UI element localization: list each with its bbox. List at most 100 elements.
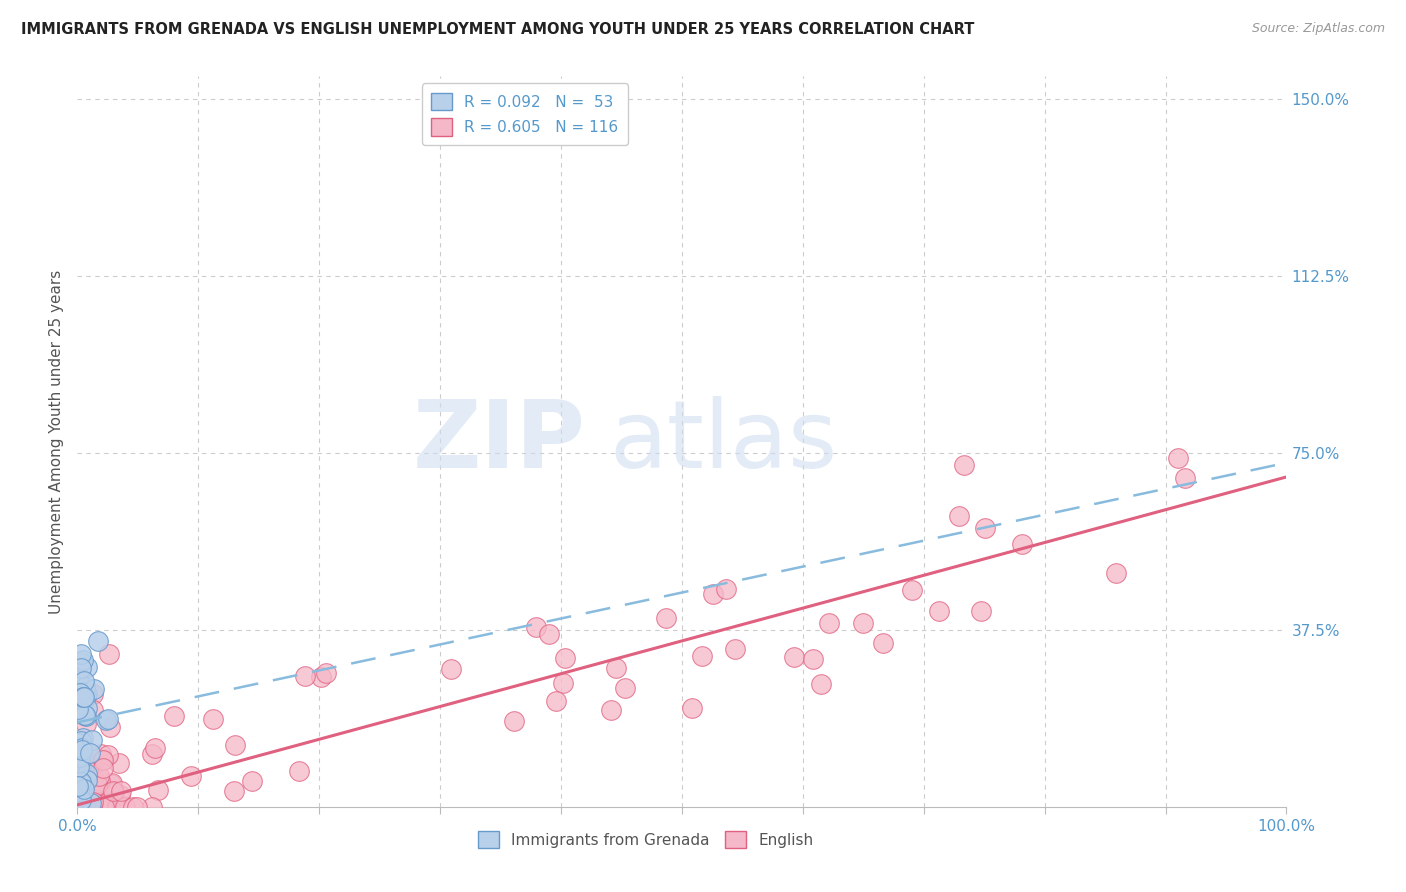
Text: IMMIGRANTS FROM GRENADA VS ENGLISH UNEMPLOYMENT AMONG YOUTH UNDER 25 YEARS CORRE: IMMIGRANTS FROM GRENADA VS ENGLISH UNEMP…: [21, 22, 974, 37]
Point: [97, 747, 120, 762]
Point: [503, 714, 526, 728]
Point: [70, 759, 93, 773]
Point: [79, 746, 101, 760]
Point: [69, 746, 91, 760]
Point: [66, 736, 89, 750]
Point: [72, 653, 94, 667]
Point: [82, 795, 104, 809]
Point: [70, 661, 93, 675]
Point: [87, 769, 110, 783]
Point: [72, 740, 94, 755]
Point: [70, 703, 93, 717]
Point: [76, 701, 98, 715]
Point: [96, 712, 118, 726]
Point: [952, 458, 974, 472]
Point: [67, 800, 90, 814]
Point: [82, 785, 104, 799]
Point: [82, 800, 104, 814]
Point: [970, 604, 993, 618]
Point: [108, 788, 131, 802]
Point: [524, 620, 547, 634]
Point: [440, 662, 463, 676]
Point: [73, 690, 96, 705]
Point: [80, 800, 103, 814]
Point: [94, 797, 117, 811]
Point: [67, 784, 90, 798]
Point: [90, 800, 112, 814]
Point: [101, 776, 124, 790]
Point: [73, 673, 96, 688]
Point: [75, 709, 97, 723]
Point: [83, 800, 105, 814]
Point: [872, 636, 894, 650]
Point: [146, 782, 169, 797]
Point: [67, 760, 90, 774]
Point: [928, 604, 950, 618]
Point: [70, 786, 93, 800]
Text: atlas: atlas: [609, 395, 838, 488]
Point: [599, 703, 621, 717]
Point: [73, 800, 96, 814]
Point: [681, 701, 703, 715]
Legend: Immigrants from Grenada, English: Immigrants from Grenada, English: [471, 824, 820, 855]
Text: ZIP: ZIP: [412, 395, 585, 488]
Point: [67, 749, 90, 764]
Point: [122, 800, 145, 814]
Point: [67, 779, 90, 793]
Point: [810, 677, 832, 691]
Point: [67, 800, 90, 814]
Point: [67, 702, 90, 716]
Point: [702, 587, 724, 601]
Point: [73, 707, 96, 722]
Point: [82, 703, 104, 717]
Point: [70, 734, 93, 748]
Point: [72, 690, 94, 704]
Point: [77, 747, 100, 762]
Point: [76, 767, 98, 781]
Point: [73, 680, 96, 694]
Point: [82, 687, 104, 701]
Point: [87, 633, 110, 648]
Point: [690, 648, 713, 663]
Point: [224, 738, 246, 752]
Point: [553, 675, 575, 690]
Point: [75, 800, 97, 814]
Point: [72, 765, 94, 780]
Point: [76, 687, 98, 701]
Point: [538, 627, 561, 641]
Point: [714, 582, 737, 596]
Point: [724, 642, 747, 657]
Point: [100, 800, 122, 814]
Point: [67, 706, 90, 720]
Point: [91, 753, 114, 767]
Point: [114, 800, 136, 814]
Point: [69, 749, 91, 764]
Point: [69, 743, 91, 757]
Point: [80, 797, 103, 812]
Point: [110, 783, 132, 797]
Point: [73, 800, 96, 814]
Point: [73, 760, 96, 774]
Point: [76, 800, 98, 814]
Point: [70, 697, 93, 711]
Point: [163, 709, 186, 723]
Point: [96, 800, 118, 814]
Y-axis label: Unemployment Among Youth under 25 years: Unemployment Among Youth under 25 years: [49, 269, 65, 614]
Point: [76, 763, 98, 777]
Point: [782, 650, 804, 665]
Point: [75, 717, 97, 731]
Point: [93, 800, 115, 814]
Point: [86, 776, 108, 790]
Point: [75, 689, 97, 703]
Point: [70, 800, 93, 814]
Point: [818, 615, 841, 630]
Point: [97, 647, 120, 661]
Point: [91, 761, 114, 775]
Point: [70, 800, 93, 814]
Point: [69, 685, 91, 699]
Point: [83, 682, 105, 697]
Point: [72, 731, 94, 745]
Point: [901, 582, 924, 597]
Point: [67, 789, 90, 804]
Point: [91, 753, 114, 767]
